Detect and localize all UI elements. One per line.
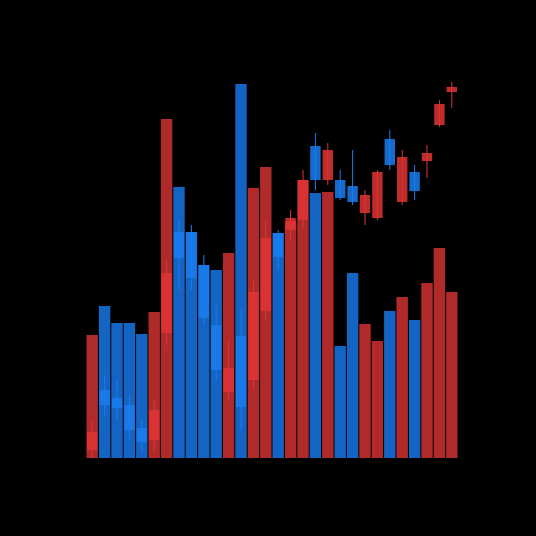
candle-body: [111, 398, 123, 408]
candle-body: [173, 232, 185, 258]
candle-body: [396, 157, 408, 202]
volume-bar: [371, 341, 384, 458]
candle-body: [235, 336, 247, 407]
candle-body: [136, 428, 148, 442]
candle-body: [148, 410, 160, 440]
candle-body: [347, 186, 358, 202]
candle-body: [434, 104, 445, 125]
volume-bar: [322, 192, 334, 458]
volume-bar: [173, 187, 185, 458]
candle-body: [334, 180, 346, 198]
candle-body: [446, 87, 458, 92]
volume-bar: [359, 324, 371, 458]
volume-bar: [284, 221, 297, 458]
volume-bar: [235, 84, 247, 458]
volume-bar: [408, 320, 421, 458]
candle-body: [186, 232, 197, 278]
volume-bar: [309, 193, 322, 458]
candle-body: [248, 292, 259, 380]
volume-bar: [148, 312, 160, 458]
candle-body: [372, 172, 383, 218]
candle-body: [99, 390, 110, 405]
volume-bar: [396, 297, 408, 458]
candle-body: [272, 233, 284, 257]
volume-bar: [86, 335, 98, 458]
candle-body: [124, 405, 135, 430]
candle-body: [322, 150, 334, 180]
candle-body: [421, 153, 433, 161]
volume-bar: [446, 292, 458, 458]
volume-bar: [421, 283, 433, 458]
candle-body: [198, 265, 210, 318]
volume-bar: [272, 233, 284, 458]
volume-bar: [297, 180, 309, 458]
volume-bar: [123, 323, 136, 458]
candle-body: [409, 172, 420, 191]
volume-bar: [433, 248, 446, 458]
volume-bar: [384, 311, 396, 458]
candle-body: [260, 238, 272, 311]
volume-bar: [185, 232, 198, 458]
candle-body: [210, 325, 222, 370]
candle-body: [223, 368, 234, 392]
candle-body: [310, 146, 321, 180]
candle-body: [86, 432, 98, 450]
volume-bar: [198, 265, 210, 458]
candle-body: [285, 218, 296, 230]
volume-bar: [334, 346, 346, 458]
candle-body: [359, 195, 371, 213]
candle-body: [161, 273, 172, 333]
volume-bar: [136, 334, 148, 458]
candle-body: [384, 139, 396, 165]
volume-bar: [346, 273, 359, 458]
candle-body: [297, 180, 309, 220]
